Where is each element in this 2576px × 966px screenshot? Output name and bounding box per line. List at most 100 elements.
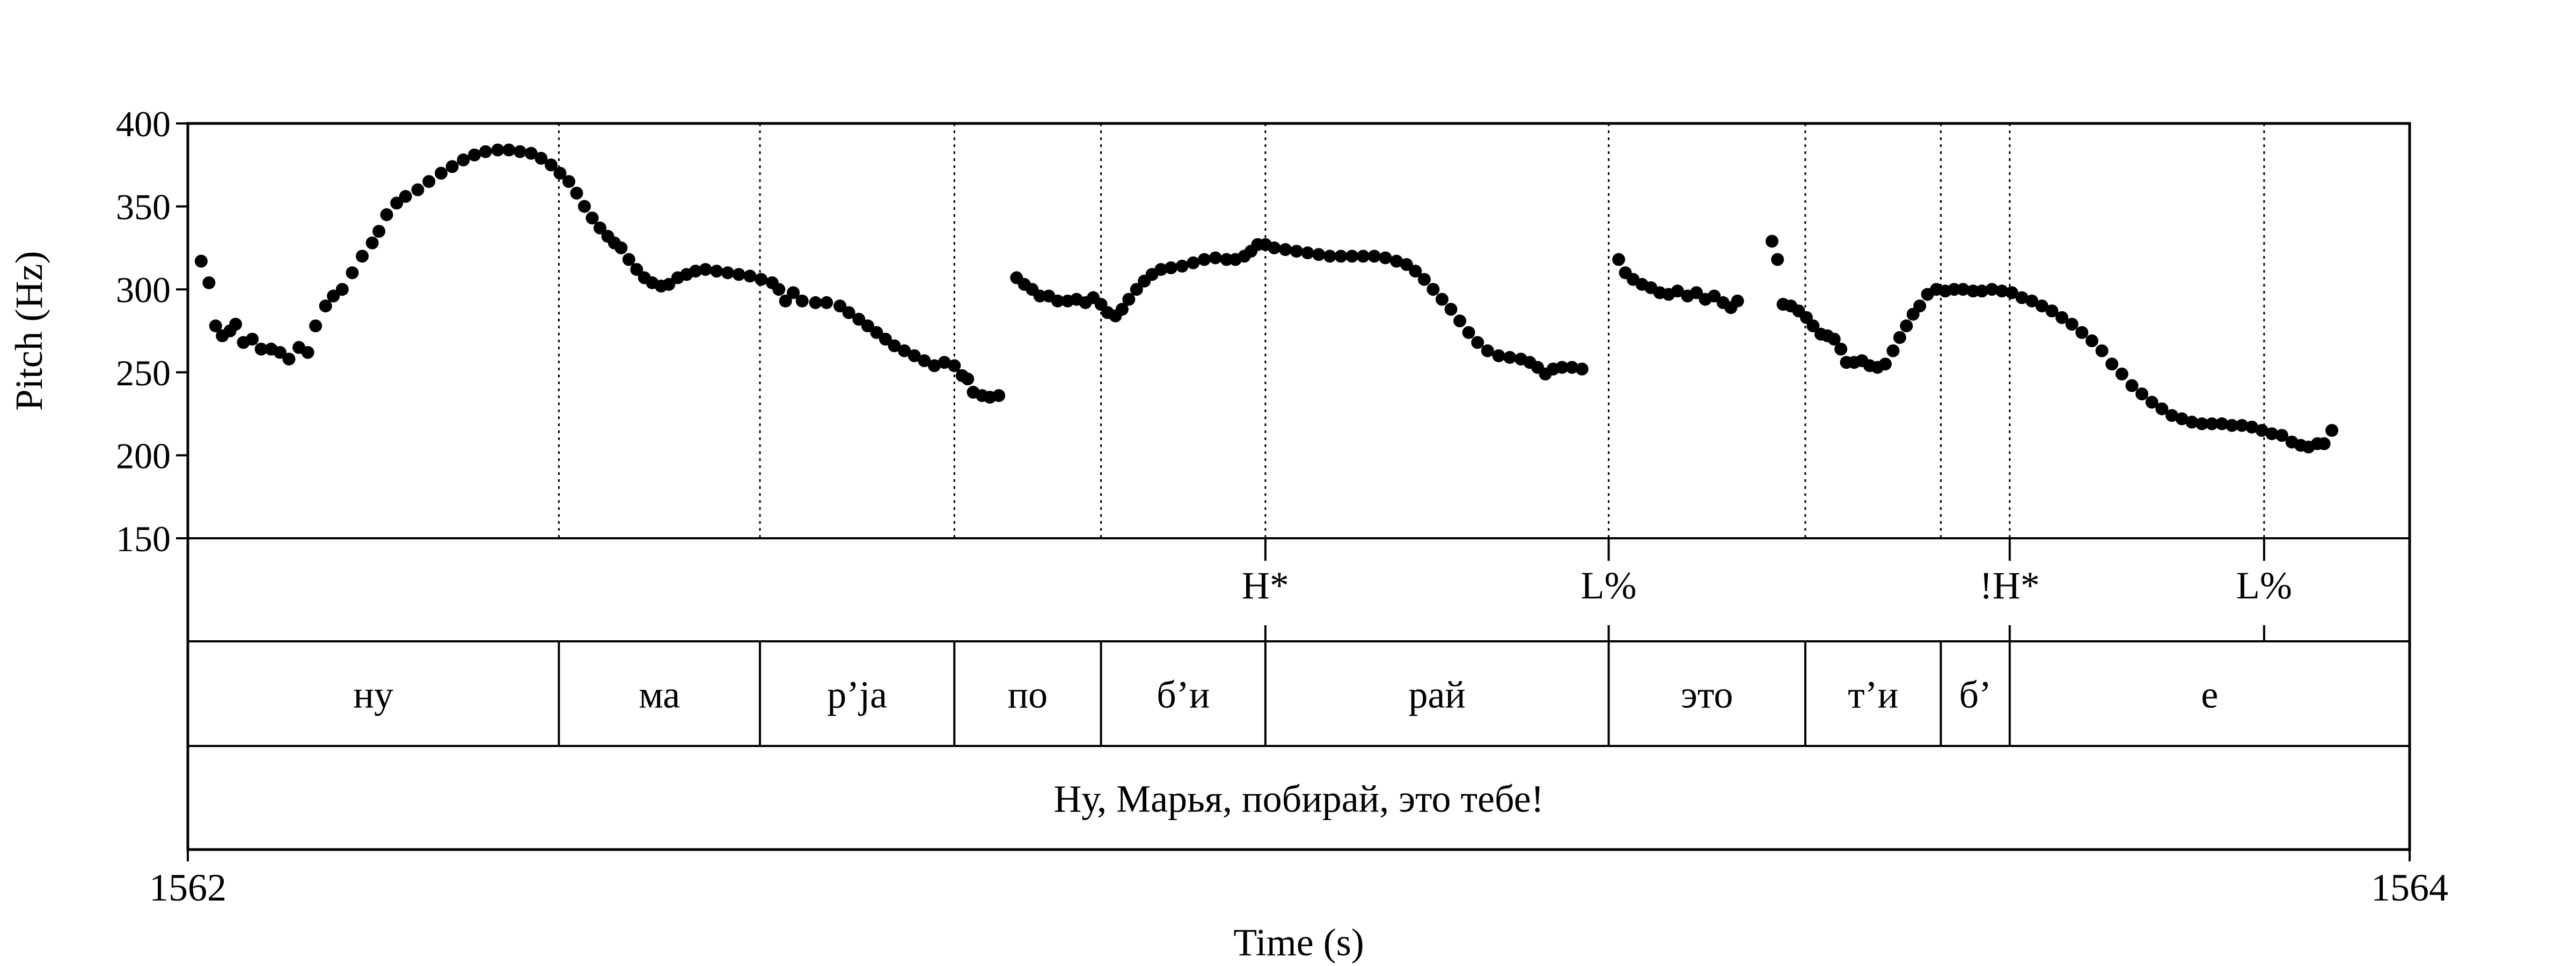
pitch-point	[1492, 349, 1505, 362]
tone-label: !H*	[1980, 564, 2040, 607]
pitch-point	[335, 283, 349, 296]
pitch-point	[699, 263, 712, 276]
pitch-point	[390, 196, 404, 210]
pitch-point	[445, 160, 459, 173]
pitch-point	[1690, 286, 1703, 299]
pitch-point	[2135, 387, 2149, 400]
pitch-point	[1279, 243, 1292, 256]
syllable-label: т’и	[1848, 674, 1898, 716]
pitch-point	[861, 319, 874, 333]
pitch-point	[1323, 250, 1336, 263]
pitch-point	[319, 299, 332, 313]
pitch-point	[380, 208, 393, 222]
pitch-point	[809, 296, 822, 309]
pitch-point	[1379, 251, 1392, 265]
x-tick-label: 1562	[149, 866, 226, 909]
y-tick-label: 300	[116, 269, 171, 310]
phrase-label: Ну, Марья, побирай, это тебе!	[1053, 778, 1543, 821]
y-tick-label: 400	[116, 104, 171, 144]
pitch-point	[1268, 241, 1281, 254]
pitch-point	[1731, 294, 1744, 308]
pitch-point	[2005, 286, 2018, 299]
x-tick-label: 1564	[2371, 866, 2448, 909]
pitch-point	[479, 145, 492, 158]
pitch-point	[2325, 424, 2339, 437]
pitch-point	[209, 319, 222, 333]
syllable-label: это	[1681, 674, 1733, 716]
pitch-point	[710, 265, 723, 278]
pitch-point	[2185, 415, 2199, 429]
pitch-point	[2125, 379, 2139, 392]
pitch-point	[888, 339, 901, 353]
pitch-point	[194, 254, 208, 268]
pitch-point	[457, 153, 470, 167]
pitch-point	[1886, 344, 1900, 357]
pitch-point	[1164, 261, 1177, 275]
y-tick-label: 150	[116, 518, 171, 559]
pitch-point	[1301, 246, 1314, 260]
tone-label: L%	[2236, 564, 2292, 607]
pitch-point	[1357, 250, 1370, 263]
syllable-label: б’	[1959, 674, 1992, 716]
pitch-point	[1334, 250, 1348, 263]
pitch-point	[732, 268, 745, 281]
pitch-point	[1975, 284, 1989, 298]
pitch-point	[570, 186, 583, 200]
pitch-point	[2235, 419, 2249, 432]
pitch-point	[1051, 294, 1064, 308]
pitch-point	[524, 147, 538, 160]
pitch-point	[908, 349, 921, 362]
pitch-point	[1209, 251, 1222, 265]
syllable-label: р’ja	[827, 674, 887, 716]
pitch-point	[2195, 417, 2208, 430]
pitch-point	[1771, 253, 1784, 266]
syllable-label: рай	[1408, 674, 1466, 716]
pitch-point	[1893, 331, 1906, 344]
pitch-point	[1708, 289, 1721, 303]
pitch-point	[2155, 402, 2169, 415]
pitch-point	[2225, 419, 2238, 432]
pitch-point	[327, 289, 340, 303]
pitch-point	[1345, 250, 1359, 263]
pitch-point	[468, 148, 481, 162]
pitch-point	[689, 265, 702, 278]
pitch-point	[1827, 332, 1841, 346]
pitch-point	[1426, 283, 1440, 296]
pitch-point	[1122, 292, 1136, 306]
pitch-point	[898, 344, 911, 357]
pitch-point	[795, 294, 809, 308]
pitch-point	[2105, 357, 2119, 371]
pitch-point	[1290, 245, 1303, 258]
pitch-point	[1834, 342, 1848, 356]
pitch-point	[662, 277, 676, 291]
pitch-point	[1612, 253, 1626, 266]
pitch-point	[2145, 396, 2158, 409]
pitch-point	[2115, 367, 2128, 380]
pitch-point	[1765, 235, 1779, 248]
pitch-point	[614, 241, 628, 254]
pitch-point	[928, 359, 941, 372]
pitch-point	[842, 306, 855, 319]
pitch-point	[948, 359, 961, 372]
pitch-point	[1409, 265, 1422, 278]
pitch-point	[622, 253, 635, 266]
pitch-point	[1995, 284, 2009, 298]
pitch-point	[1312, 248, 1326, 261]
pitch-point	[1115, 303, 1129, 316]
y-tick-label: 350	[116, 187, 171, 228]
pitch-point	[1900, 319, 1913, 333]
syllable-label: ма	[639, 674, 680, 716]
pitch-point	[2245, 420, 2259, 434]
pitch-point	[1956, 283, 1970, 296]
pitch-point	[1671, 284, 1684, 298]
syllable-label: ну	[353, 674, 393, 716]
pitch-point	[2055, 311, 2069, 324]
pitch-point	[1471, 336, 1484, 349]
pitch-point	[434, 166, 448, 180]
x-axis-label: Time (s)	[1233, 921, 1364, 964]
pitch-point	[2255, 424, 2268, 437]
pitch-point	[879, 332, 892, 346]
plot-frame	[186, 122, 2411, 851]
